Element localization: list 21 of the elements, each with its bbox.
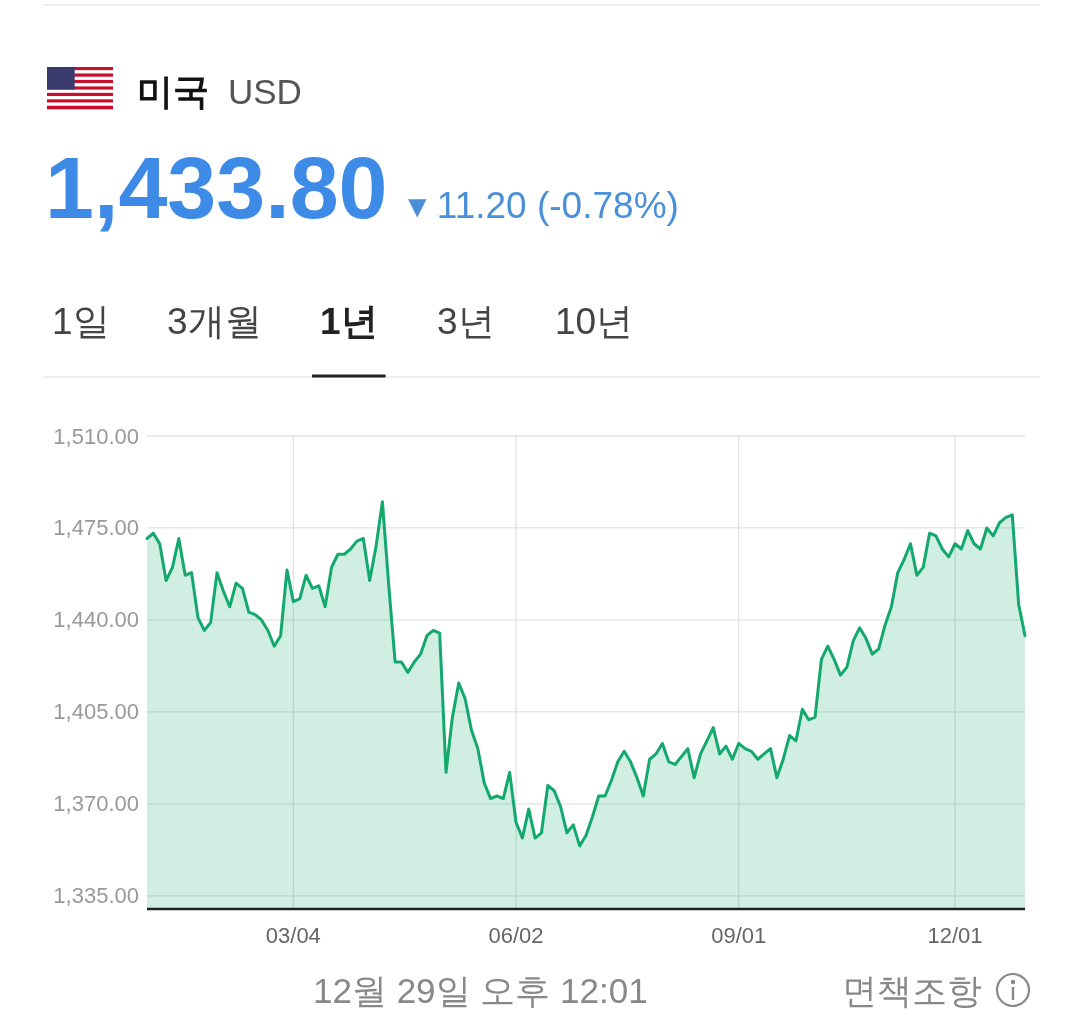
- annotation: 3년: [437, 301, 495, 342]
- x-tick-label: 09/01: [711, 923, 767, 948]
- x-tick-label: 03/04: [265, 923, 321, 948]
- y-tick-label: 1,370.00: [53, 791, 139, 817]
- annotation: 3개월: [167, 301, 262, 342]
- title: 미국: [137, 71, 209, 112]
- x-tick-label: 12/01: [927, 923, 983, 948]
- annotation: 10년: [555, 301, 634, 342]
- y-tick-label: 1,405.00: [53, 699, 139, 725]
- subtitle: USD: [228, 72, 302, 111]
- annotation: 1,433.80: [45, 138, 388, 237]
- annotation: ▾ 11.20 (-0.78%): [408, 185, 679, 226]
- annotation: 1년: [320, 301, 378, 342]
- annotation: 면책조항: [842, 971, 982, 1010]
- annotation: 12월 29일 오후 12:01: [313, 971, 648, 1010]
- y-tick-label: 1,440.00: [53, 607, 139, 633]
- y-tick-label: 1,510.00: [53, 423, 139, 449]
- y-tick-label: 1,335.00: [53, 883, 139, 909]
- annotation: 1일: [52, 301, 110, 342]
- x-tick-label: 06/02: [488, 923, 544, 948]
- y-tick-label: 1,475.00: [53, 515, 139, 541]
